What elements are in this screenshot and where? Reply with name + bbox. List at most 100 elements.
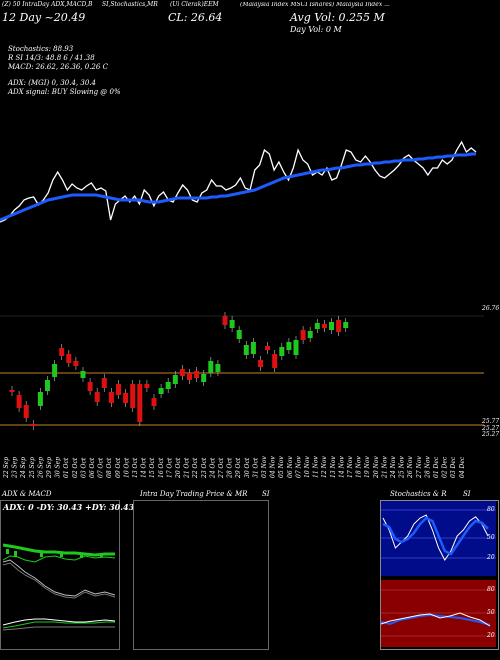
stoch-slow-line [382,516,489,556]
date-tick-label: 26 Nov [407,456,414,479]
date-tick-label: 25 Nov [399,456,406,479]
date-tick-label: 03 Oct [80,457,87,478]
date-tick-label: 27 Nov [416,456,423,479]
adx-signal-readout: ADX signal: BUY Slowing @ 0% [8,88,121,96]
date-tick-label: 31 Oct [252,457,259,478]
macd-lines [2,618,116,631]
date-tick-label: 13 Oct [132,457,139,478]
candle [59,348,65,356]
date-tick-label: 08 Oct [106,457,113,478]
date-tick-label: 04 Nov [270,456,277,478]
candle [229,320,235,328]
candle [194,371,200,378]
stoch-tick-20: 20 [487,554,495,561]
candle [201,374,207,382]
candle [80,371,86,378]
candle [286,342,292,350]
price-label-top: 26.76 [482,305,500,312]
date-tick-label: 12 Nov [321,456,328,478]
date-tick-label: 13 Nov [330,456,337,478]
candle [151,398,157,406]
date-tick-label: 02 Oct [72,457,79,478]
date-tick-label: 01 Dec [433,456,440,478]
candle [23,405,29,418]
date-tick-label: 06 Nov [287,456,294,478]
date-tick-label: 26 Sep [37,457,44,479]
candle [265,346,271,350]
candle [37,392,43,406]
candle [158,388,164,394]
candle [215,364,221,372]
candle [179,369,185,376]
date-tick-label: 10 Nov [304,456,311,478]
candle [45,380,50,391]
day-vol-label: Day Vol: 0 M [290,25,342,34]
header-company: (Malaysia Index MSCI Ishares) Malaysia I… [240,2,390,8]
candle [9,390,15,392]
date-tick-label: 05 Nov [278,456,285,478]
stoch-fast-line [382,514,489,561]
adx-readout: ADX: (MGI) 0, 30.4, 30.4 [8,79,96,87]
adx-panel-header: ADX: 0 -DY: 30.43 +DY: 30.43 [3,502,135,512]
candle [66,354,72,363]
candle [243,345,249,355]
date-tick-label: 28 Nov [424,456,431,479]
date-tick-label: 21 Nov [381,456,388,479]
stoch-rsi-panel [380,500,499,650]
candle [336,320,342,332]
date-tick-label: 10 Oct [123,457,130,478]
candle [208,361,214,373]
date-tick-label: 30 Oct [244,457,251,478]
candle [172,375,178,384]
macd-readout: MACD: 26.62, 26.36, 0.26 C [8,63,108,71]
moving-average-line [0,152,476,222]
stoch-si: SI [463,490,471,498]
date-tick-label: 23 Oct [201,457,208,479]
candle [321,324,327,328]
date-tick-label: 19 Nov [364,456,371,478]
rsi-signal-line [380,612,491,627]
candle [87,382,93,391]
avg-vol-label: Avg Vol: 0.255 M [290,11,385,24]
candle [30,424,36,426]
adx-panel [0,500,120,650]
date-tick-label: 17 Oct [166,457,173,478]
candle [144,384,150,388]
price-line [0,140,477,223]
date-tick-label: 14 Oct [141,457,148,478]
header-symbol: (Ui Clerak)EEM [170,1,219,8]
date-tick-label: 22 Sep [3,457,10,479]
price-label-mid3: 25.27 [482,431,500,438]
candle [165,382,171,389]
candle [300,330,306,340]
intraday-panel-title: Intra Day Trading Price & MR [140,490,248,498]
date-tick-label: 09 Oct [115,457,122,478]
date-tick-label: 07 Nov [295,456,302,478]
price-label-mid1: 25.77 [482,418,500,425]
main-chart: 22 Sep 23 Sep 24 Sep 25 Sep 26 Sep 29 Sep 30 S… [0,140,484,479]
date-tick-label: 01 Oct [63,457,70,478]
candle [187,373,192,380]
intraday-panel [133,500,269,650]
date-tick-label: 24 Sep [20,457,27,479]
day-label: 12 Day ~20.49 [2,11,86,24]
candle [222,316,228,325]
candle [52,364,58,377]
date-tick-label: 16 Oct [158,457,165,478]
date-tick-label: 24 Nov [390,456,397,479]
date-tick-label: 20 Nov [373,456,380,479]
candle [73,361,79,366]
date-tick-label: 03 Nov [261,456,268,478]
date-tick-label: 18 Nov [356,456,363,478]
date-tick-label: 02 Dec [442,456,449,478]
candle [116,384,121,395]
date-tick-label: 22 Oct [192,457,199,479]
candle [130,384,136,408]
stoch-tick-50: 50 [487,534,495,541]
candle [343,322,349,328]
rsi-tick-80: 80 [487,586,495,593]
candle [101,378,107,388]
candle [314,323,320,329]
stoch-tick-80: 80 [487,506,495,513]
